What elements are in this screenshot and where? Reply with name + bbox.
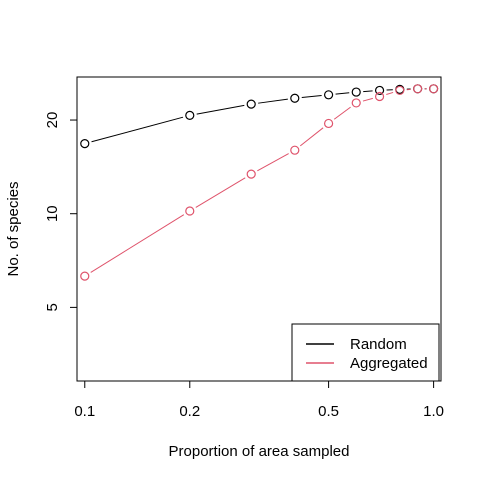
y-tick-label: 20 <box>44 112 61 129</box>
series-segment <box>362 97 373 102</box>
y-tick-label: 10 <box>44 205 61 222</box>
series-segment <box>90 214 185 273</box>
data-point <box>374 91 385 102</box>
data-point <box>80 271 90 281</box>
x-axis: 0.1 0.2 0.5 1.0 <box>74 380 444 420</box>
data-point <box>395 85 405 96</box>
y-tick-label: 5 <box>44 303 61 311</box>
y-axis-label: No. of species <box>5 181 22 276</box>
data-point <box>290 93 300 103</box>
series-segment <box>91 116 184 143</box>
data-point <box>185 206 195 216</box>
series-segment <box>196 104 245 115</box>
x-tick-label: 0.1 <box>74 403 95 420</box>
series-layer <box>80 84 439 281</box>
y-axis: 5 10 20 <box>44 112 78 312</box>
data-point <box>323 118 334 129</box>
data-point <box>246 99 256 109</box>
legend-label-aggregated: Aggregated <box>350 355 428 372</box>
legend-box <box>291 323 440 382</box>
data-point <box>323 90 334 100</box>
x-tick-label: 0.2 <box>179 403 200 420</box>
legend-label-random: Random <box>350 336 407 353</box>
data-point <box>290 145 300 155</box>
data-point <box>374 85 385 96</box>
x-tick-label: 1.0 <box>423 403 444 420</box>
legend: Random Aggregated <box>291 323 440 382</box>
x-tick-label: 0.5 <box>318 403 339 420</box>
data-point <box>429 84 439 94</box>
series-aggregated <box>80 84 439 281</box>
series-segment <box>335 92 350 95</box>
series-segment <box>257 153 289 172</box>
series-random <box>80 84 439 149</box>
data-point <box>185 110 195 120</box>
data-point <box>351 98 361 108</box>
data-point <box>246 169 256 179</box>
series-segment <box>386 91 394 95</box>
series-segment <box>301 95 322 99</box>
data-point <box>80 138 90 149</box>
series-segment <box>299 127 324 147</box>
series-segment <box>195 177 246 208</box>
series-segment <box>333 106 351 120</box>
data-point <box>351 87 361 97</box>
data-point <box>413 84 423 94</box>
x-axis-label: Proportion of area sampled <box>169 443 350 460</box>
series-segment <box>258 98 288 104</box>
series-segment <box>363 90 373 93</box>
